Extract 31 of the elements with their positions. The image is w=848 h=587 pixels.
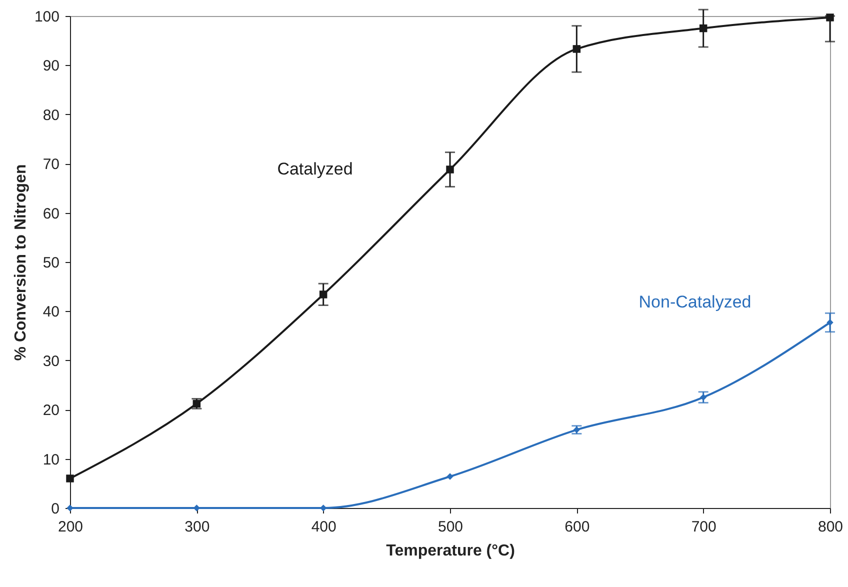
y-tick-label: 40 <box>42 304 60 321</box>
point <box>66 474 74 482</box>
y-tick-label: 90 <box>42 58 60 75</box>
point <box>446 166 454 174</box>
y-tick-label: 80 <box>42 106 60 124</box>
text: Non-Catalyzed <box>638 292 752 312</box>
point <box>572 45 581 53</box>
point <box>699 24 708 32</box>
point <box>826 319 834 326</box>
y-tick-label: 70 <box>42 156 60 174</box>
x-tick-label: 700 <box>691 518 716 536</box>
y-tick-label: 10 <box>42 451 60 468</box>
y-tick-label: 100 <box>34 8 60 26</box>
point <box>826 14 834 22</box>
text: Catalyzed <box>277 160 353 179</box>
y-tick-label: 30 <box>42 352 60 370</box>
y-tick-label: 20 <box>42 402 60 420</box>
y-tick-label: 0 <box>51 500 60 518</box>
x-tick-label: 800 <box>818 518 844 536</box>
y-axis-title: % Conversion to Nitrogen <box>12 164 30 361</box>
x-axis-title: Temperature (°C) <box>386 542 515 560</box>
x-tick-label: 400 <box>311 518 336 536</box>
point <box>319 290 328 298</box>
y-tick-label: 50 <box>42 254 60 272</box>
x-tick-label: 500 <box>438 518 464 536</box>
point <box>700 394 707 401</box>
point <box>446 473 454 480</box>
x-tick-label: 600 <box>564 518 590 536</box>
x-tick-label: 300 <box>184 518 210 536</box>
y-tick-label: 60 <box>42 205 60 222</box>
x-tick-label: 200 <box>58 518 84 536</box>
